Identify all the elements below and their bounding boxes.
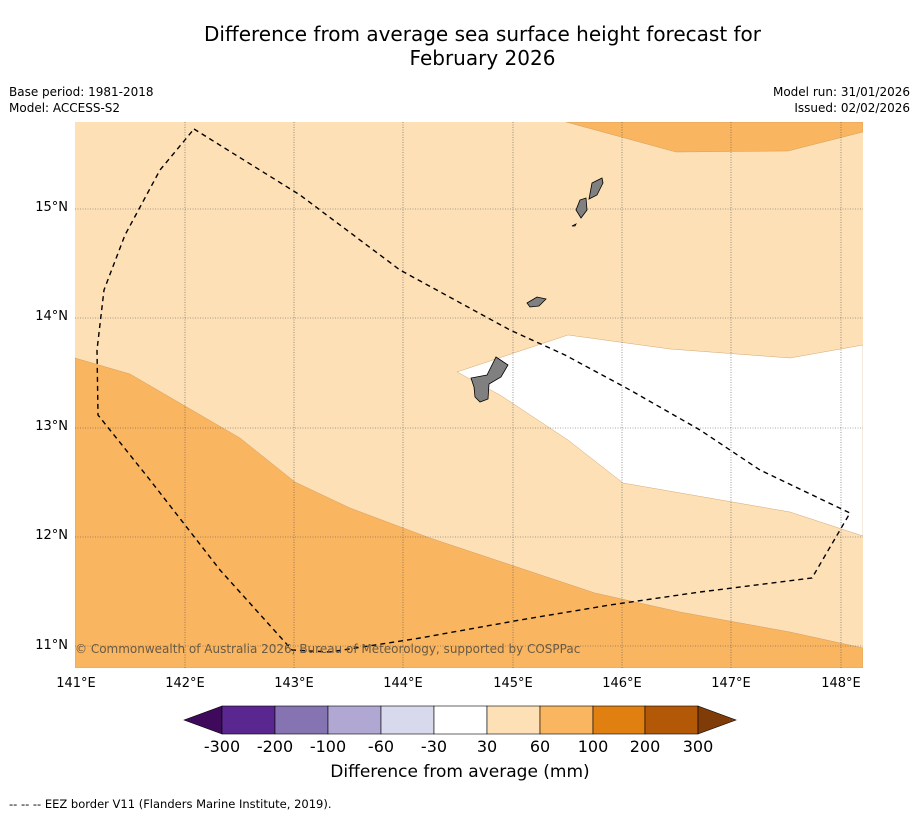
colorbar-tick-6: 60 [529,737,551,756]
band-60-100-north [565,122,863,153]
band-60-100-southwest [75,357,863,668]
colorbar-box-8 [592,705,646,735]
lat-label-14n: 14°N [35,309,68,324]
meta-left: Base period: 1981-2018 Model: ACCESS-S2 [9,84,154,116]
lat-label-13n: 13°N [35,419,68,434]
model-run: Model run: 31/01/2026 [772,85,910,99]
colorbar-box-3 [327,705,382,735]
land-islands [470,177,604,403]
lon-label-148e: 148°E [821,676,861,691]
colorbar-box-1 [221,705,276,735]
lon-label-147e: 147°E [711,676,751,691]
title-line-1: Difference from average sea surface heig… [203,22,762,46]
eez-footnote: -- -- -- EEZ border V11 (Flanders Marine… [9,797,332,811]
base-period: Base period: 1981-2018 [9,85,154,99]
lon-label-144e: 144°E [383,676,423,691]
map-area [75,122,863,668]
colorbar-box-2 [274,705,329,735]
island-tinian [575,197,588,219]
colorbar-box-6 [486,705,541,735]
model-name: Model: ACCESS-S2 [9,101,121,115]
colorbar-tick-9: 300 [682,737,714,756]
island-saipan [588,177,604,200]
issued-date: Issued: 02/02/2026 [794,101,910,115]
meta-right: Model run: 31/01/2026 Issued: 02/02/2026 [773,84,910,116]
copyright-notice: © Commonwealth of Australia 2026, Bureau… [75,642,581,656]
colorbar-title: Difference from average (mm) [330,762,590,782]
lon-label-146e: 146°E [602,676,642,691]
colorbar-box-9 [644,705,699,735]
gridlines [75,122,863,668]
colorbar-tick-2: -100 [309,737,347,756]
colorbar-box-5 [433,705,488,735]
lon-label-141e: 141°E [56,676,96,691]
colorbar-box-4 [380,705,435,735]
lon-label-142e: 142°E [165,676,205,691]
colorbar [183,705,737,735]
band-neutral [456,334,863,537]
colorbar-extend-low [183,705,223,735]
colorbar-tick-4: -30 [420,737,448,756]
eez-border [96,128,851,653]
island-rota [526,296,547,308]
lat-label-15n: 15°N [35,200,68,215]
lon-label-145e: 145°E [493,676,533,691]
island-guam [470,356,509,403]
colorbar-tick-3: -60 [367,737,395,756]
colorbar-box-7 [539,705,594,735]
lat-label-12n: 12°N [35,528,68,543]
island-farallon [571,223,577,227]
lon-label-143e: 143°E [274,676,314,691]
lat-label-11n: 11°N [35,638,68,653]
colorbar-tick-7: 100 [577,737,609,756]
colorbar-extend-high [697,705,737,735]
colorbar-tick-8: 200 [629,737,661,756]
title-line-2: February 2026 [409,46,556,70]
colorbar-tick-1: -200 [256,737,294,756]
colorbar-tick-5: 30 [476,737,498,756]
chart-title: Difference from average sea surface heig… [100,22,865,70]
colorbar-tick-0: -300 [203,737,241,756]
